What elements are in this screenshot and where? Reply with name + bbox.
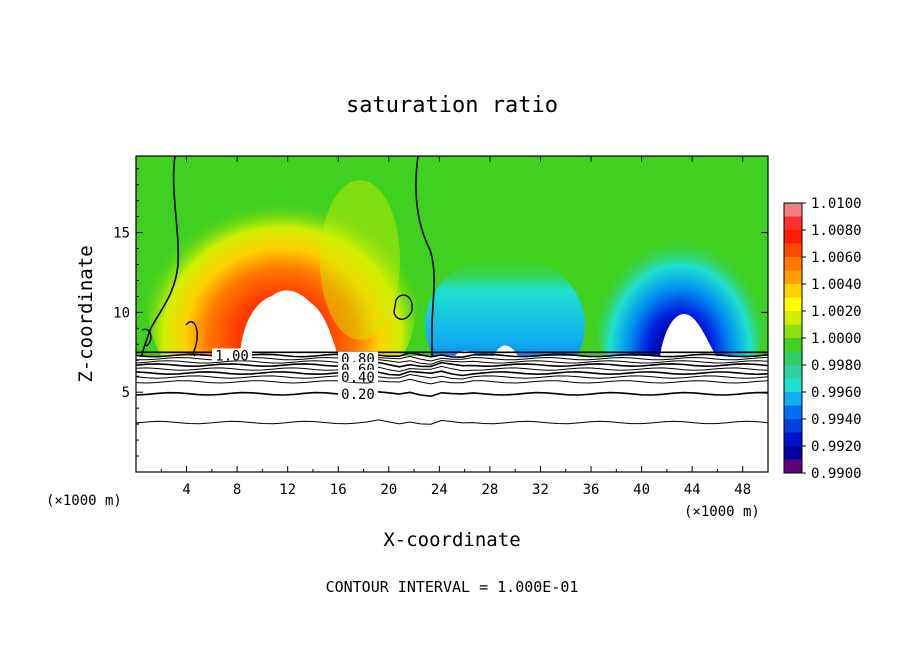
contour-1.00-island [393,294,413,320]
colorbar-label: 1.0040 [811,277,862,293]
plot-frame [135,155,769,473]
colorbar-segment [784,216,802,231]
y-axis-ticks: 5 10 15 [113,168,768,457]
warm-cloud-blob [240,290,338,356]
colorbar-segment [784,338,802,352]
contour-line [135,361,769,368]
contour-line [135,370,769,377]
colorbar-segment [784,446,802,460]
contour-label-bg [212,348,252,361]
colorbar-segment [784,419,802,433]
x-tick-label: 40 [633,482,650,498]
colorbar-segment [784,405,802,420]
contour-1.00-mid [415,156,435,356]
colorbar-label: 0.9920 [811,439,862,455]
colorbar-label: 1.0060 [811,250,862,266]
x-tick-label: 28 [481,482,498,498]
contour-label: 0.20 [341,387,375,403]
contour-line [135,378,769,385]
contour-line [135,419,769,425]
x-axis-label: X-coordinate [383,529,520,551]
cold-cloud-blob [660,314,716,356]
contour-labels: 1.000.800.600.400.20 [212,348,378,403]
x-unit-right: (×1000 m) [684,504,760,520]
colorbar-segment [784,297,802,312]
contour-line [135,373,769,380]
colorbar-segment [784,203,802,217]
y-tick-label: 10 [113,305,130,321]
colorbar-segment [784,257,802,271]
chart-title: saturation ratio [346,93,558,118]
colorbar-segment [784,230,802,244]
colorbar-label: 0.9960 [811,385,862,401]
contour-line [135,359,769,365]
colorbar-label: 1.0080 [811,223,862,239]
colorbar-label: 1.0000 [811,331,862,347]
contour-label: 0.40 [341,370,375,386]
contour-label-bg [338,351,378,364]
y-tick-label: 15 [113,226,130,242]
colorbar-segment [784,378,802,393]
colorbar-label: 0.9940 [811,412,862,428]
x-tick-label: 4 [182,482,190,498]
below-base-area [136,356,768,472]
contour-label-bg [338,370,378,383]
x-axis-ticks: 4 8 12 16 20 24 28 32 36 40 44 48 [160,156,751,498]
colorbar-segment [784,311,802,325]
colorbar-label: 0.9900 [811,466,862,482]
contour-1.00-left [141,156,180,357]
x-tick-label: 44 [684,482,701,498]
colorbar-frame [783,202,803,474]
x-tick-label: 20 [380,482,397,498]
colorbar-segment [784,270,802,285]
colorbar-label: 1.0020 [811,304,862,320]
contour-line [135,390,769,398]
colorbar-label: 0.9980 [811,358,862,374]
contour-label: 1.00 [215,348,249,364]
contour-interval-note: CONTOUR INTERVAL = 1.000E-01 [326,578,579,596]
x-tick-label: 24 [431,482,448,498]
y-tick-label: 5 [122,385,130,401]
x-tick-label: 32 [532,482,549,498]
x-tick-label: 16 [330,482,347,498]
colorbar-segment [784,351,802,366]
heatmap-field [136,156,768,472]
warm-plume [320,180,400,340]
y-axis-label: Z-coordinate [75,245,97,382]
contour-line [135,365,769,373]
colorbar-segment [784,365,802,379]
colorbar-segment [784,243,802,258]
small-cloud-blobs [455,345,518,356]
colorbar-segment [784,432,802,447]
x-unit-left: (×1000 m) [46,493,122,509]
colorbar-segment [784,284,802,298]
colorbar: 1.0100 1.0080 1.0060 1.0040 1.0020 1.0000 0.99… [784,196,862,482]
x-tick-label: 36 [583,482,600,498]
x-tick-label: 12 [279,482,296,498]
colorbar-segment [784,392,802,406]
contour-1.00-left-island [141,328,152,347]
colorbar-label: 1.0100 [811,196,862,212]
x-tick-label: 8 [233,482,241,498]
contour-label-bg [338,386,378,399]
x-tick-label: 48 [734,482,751,498]
colorbar-segment [784,459,802,474]
colorbar-segment [784,324,802,339]
